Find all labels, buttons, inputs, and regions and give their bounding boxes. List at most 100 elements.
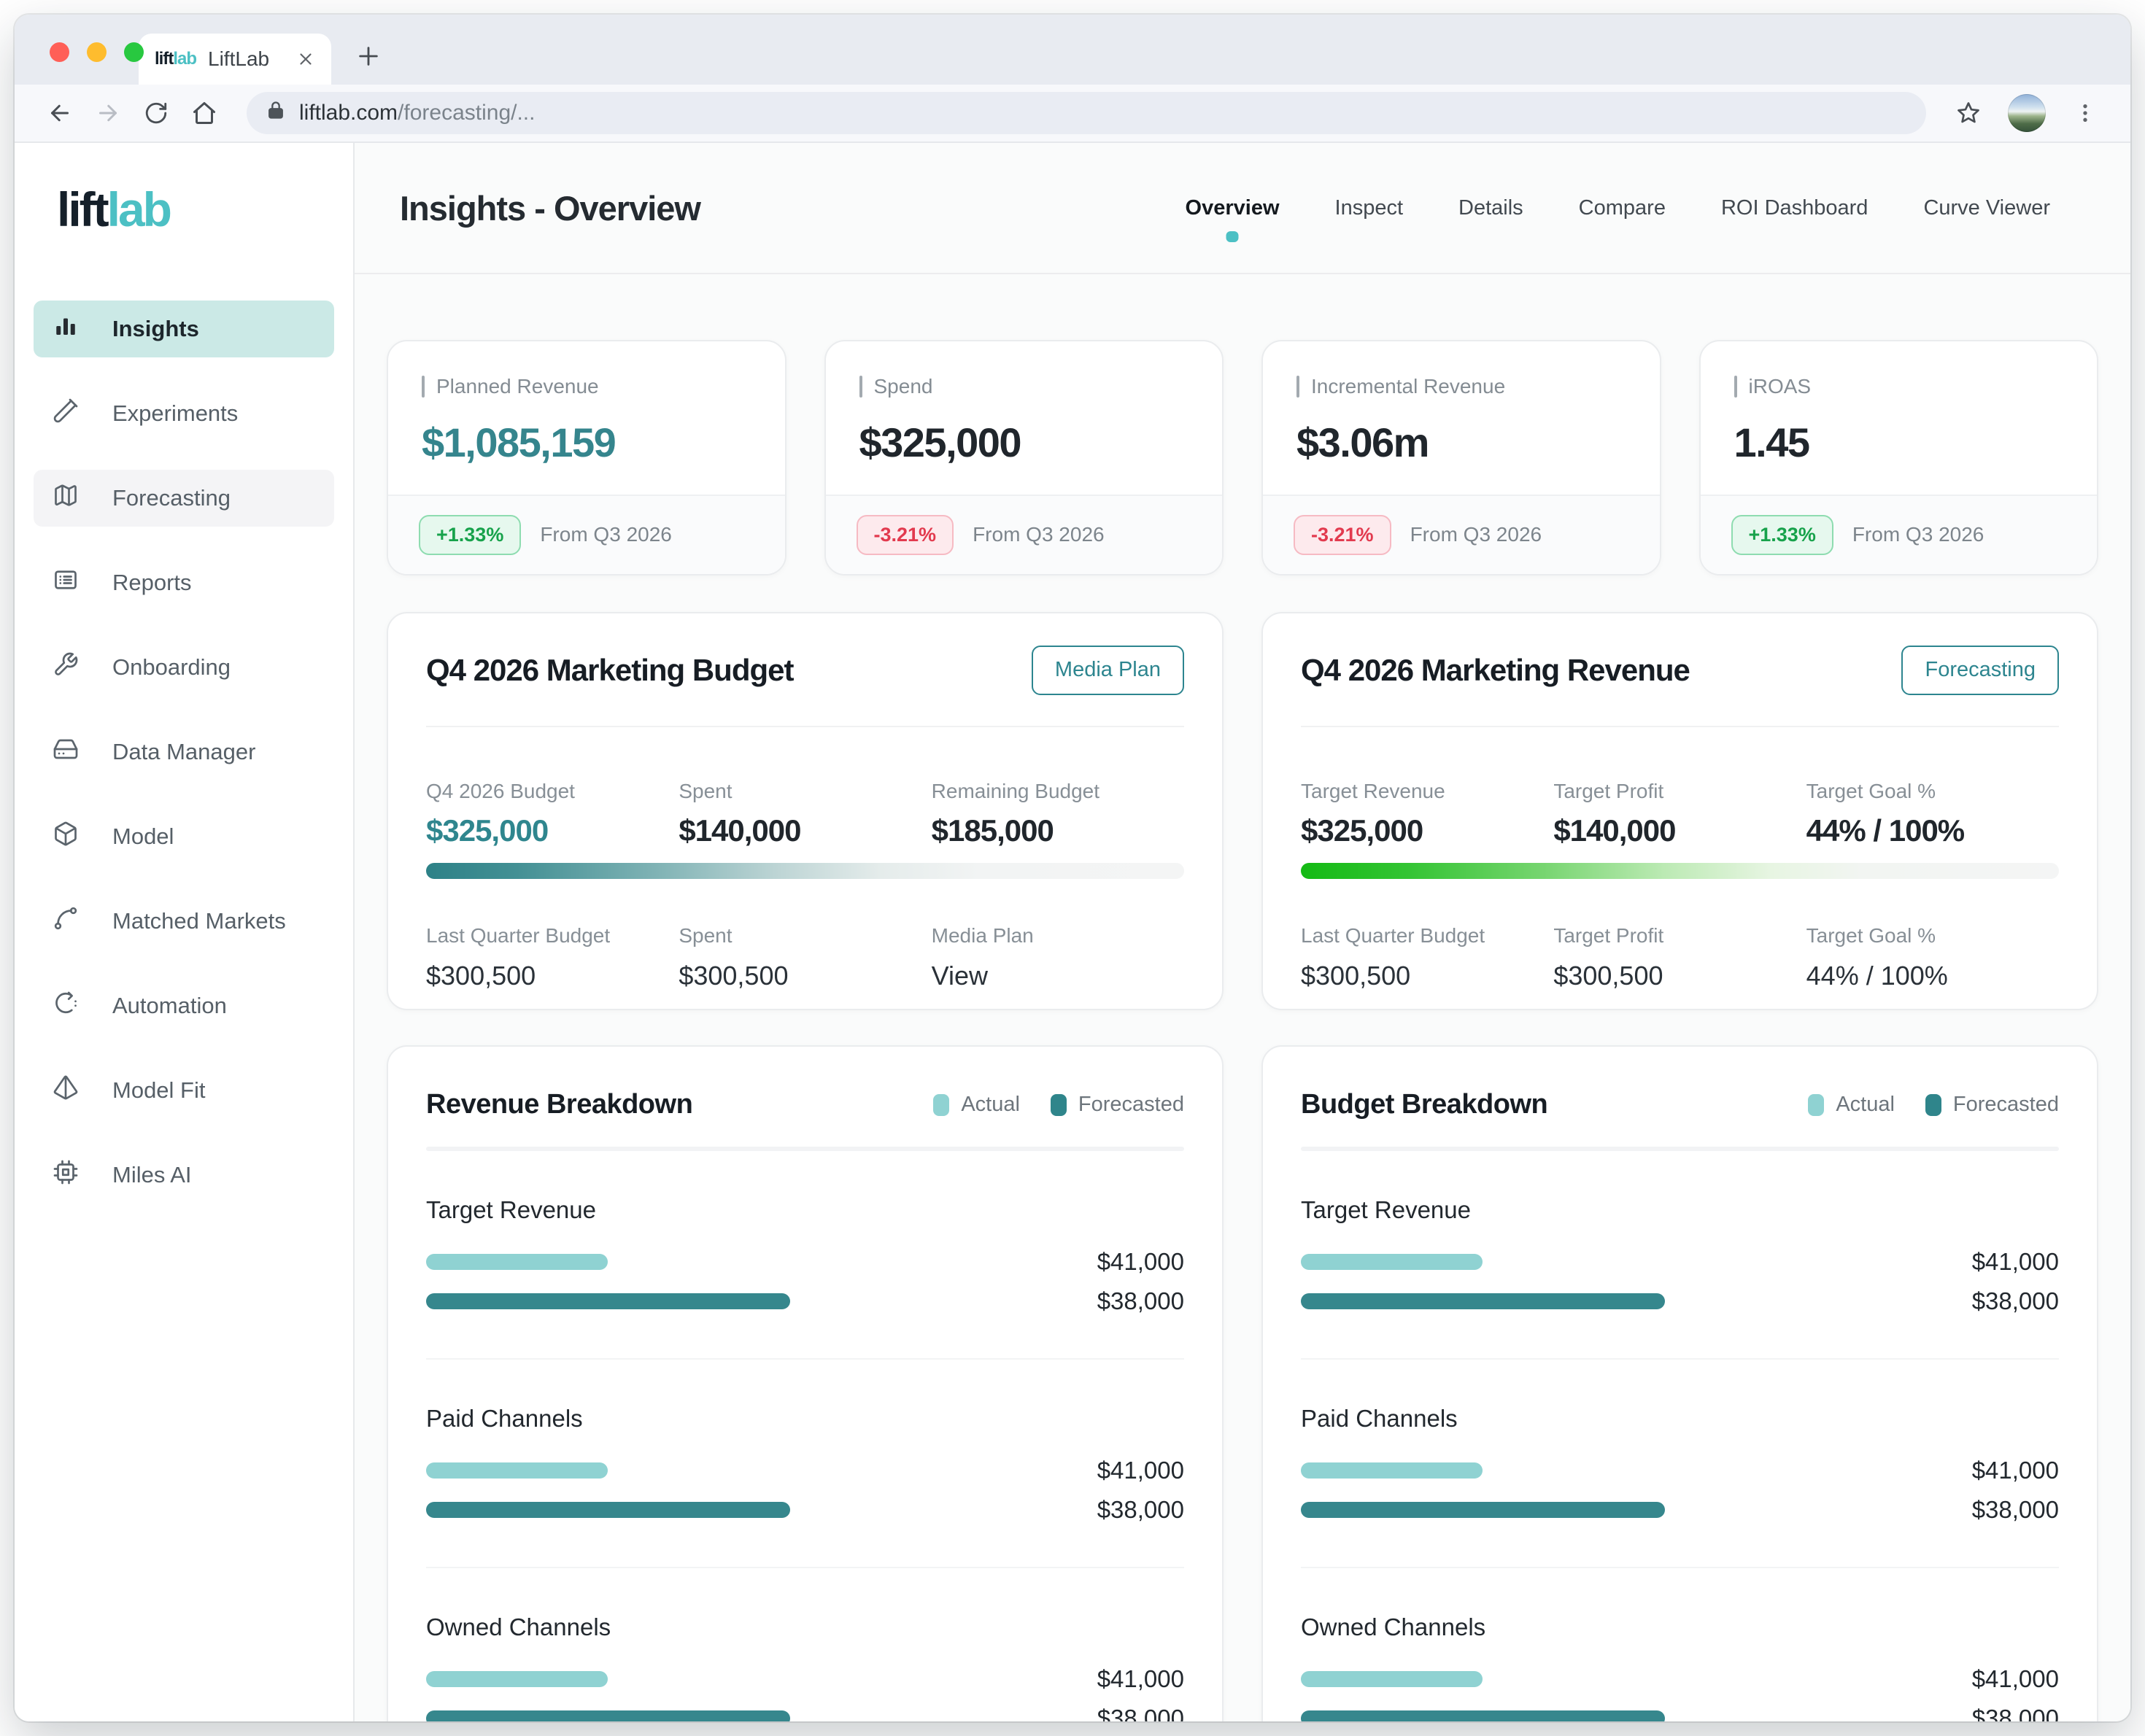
stat-target-profit: Target Profit $140,000 bbox=[1553, 779, 1676, 848]
sidebar-item-forecasting[interactable]: Forecasting bbox=[34, 470, 334, 527]
tab-close-icon[interactable] bbox=[296, 50, 315, 69]
legend-actual: Actual bbox=[933, 1093, 1020, 1117]
box-icon bbox=[53, 821, 79, 853]
tab-inspect[interactable]: Inspect bbox=[1334, 195, 1404, 220]
forecasted-bar bbox=[1301, 1502, 1665, 1519]
divider bbox=[1301, 1358, 2059, 1360]
divider bbox=[426, 1567, 1184, 1569]
page-title: Insights - Overview bbox=[400, 188, 701, 228]
forward-button[interactable] bbox=[88, 93, 128, 133]
sidebar-item-label: Automation bbox=[112, 993, 227, 1018]
card-title: Revenue Breakdown bbox=[426, 1088, 693, 1120]
app-shell: liftlab Insights Experiments bbox=[15, 143, 2130, 1721]
sidebar-item-data-manager[interactable]: Data Manager bbox=[34, 724, 334, 780]
sidebar-item-model-fit[interactable]: Model Fit bbox=[34, 1062, 334, 1119]
legend-forecasted: Forecasted bbox=[1925, 1093, 2059, 1117]
forecasting-button[interactable]: Forecasting bbox=[1901, 645, 2059, 695]
actual-bar bbox=[1301, 1462, 1483, 1479]
refresh-button[interactable] bbox=[136, 93, 177, 133]
tab-compare[interactable]: Compare bbox=[1578, 195, 1666, 220]
delta-badge: -3.21% bbox=[856, 514, 954, 555]
kpi-label: Spend bbox=[859, 375, 1189, 398]
sidebar-item-label: Insights bbox=[112, 316, 199, 341]
tab-curve-viewer[interactable]: Curve Viewer bbox=[1923, 195, 2050, 220]
liftlab-logo: liftlab bbox=[57, 182, 172, 236]
url-bar[interactable]: liftlab.com/forecasting/... bbox=[247, 92, 1926, 134]
forecasted-bar bbox=[426, 1293, 790, 1310]
actual-bar bbox=[426, 1671, 608, 1688]
wrench-icon bbox=[53, 651, 79, 683]
summary-row: Q4 2026 Marketing Budget Media Plan Q4 2… bbox=[387, 611, 2098, 1010]
stat-last-target-goal: Target Goal % 44% / 100% bbox=[1806, 924, 1948, 991]
browser-menu-icon[interactable] bbox=[2065, 93, 2106, 133]
legend-actual: Actual bbox=[1808, 1093, 1895, 1117]
tab-details[interactable]: Details bbox=[1458, 195, 1523, 220]
stat-last-target-profit: Target Profit $300,500 bbox=[1553, 924, 1664, 991]
forecasted-bar bbox=[1301, 1710, 1665, 1721]
media-plan-button[interactable]: Media Plan bbox=[1031, 645, 1184, 695]
bookmark-star-icon[interactable] bbox=[1948, 93, 1989, 133]
cpu-chip-icon bbox=[53, 1159, 79, 1191]
tab-overview[interactable]: Overview bbox=[1186, 196, 1280, 242]
back-button[interactable] bbox=[39, 93, 80, 133]
minimize-window-button[interactable] bbox=[87, 42, 107, 62]
section-owned-channels: Owned Channels $41,000 $38,000 bbox=[1301, 1613, 2059, 1721]
budget-breakdown-card: Budget Breakdown Actual Forecasted Targe… bbox=[1261, 1045, 2098, 1721]
stat-target-revenue: Target Revenue $325,000 bbox=[1301, 779, 1445, 848]
stat-q4-budget: Q4 2026 Budget $325,000 bbox=[426, 779, 575, 848]
browser-tab[interactable]: liftlab LiftLab bbox=[139, 34, 331, 85]
hard-drive-icon bbox=[53, 736, 79, 768]
new-tab-button[interactable] bbox=[347, 36, 390, 79]
sidebar-item-label: Miles AI bbox=[112, 1162, 192, 1187]
kpi-label: Planned Revenue bbox=[422, 375, 751, 398]
forecasted-bar bbox=[426, 1502, 790, 1519]
section-target-revenue: Target Revenue $41,000 $38,000 bbox=[426, 1196, 1184, 1360]
browser-tab-strip: liftlab LiftLab bbox=[15, 15, 2130, 85]
sidebar-item-onboarding[interactable]: Onboarding bbox=[34, 639, 334, 696]
sidebar-item-matched-markets[interactable]: Matched Markets bbox=[34, 893, 334, 950]
stat-last-quarter-budget: Last Quarter Budget $300,500 bbox=[1301, 924, 1485, 991]
kpi-card-incremental-revenue: Incremental Revenue $3.06m -3.21% From Q… bbox=[1261, 340, 1661, 576]
sidebar-item-miles-ai[interactable]: Miles AI bbox=[34, 1147, 334, 1204]
view-link[interactable]: View bbox=[931, 961, 989, 991]
kpi-label: iROAS bbox=[1734, 375, 2064, 398]
zoom-window-button[interactable] bbox=[124, 42, 144, 62]
card-title: Q4 2026 Marketing Budget bbox=[426, 652, 794, 687]
section-target-revenue: Target Revenue $41,000 $38,000 bbox=[1301, 1196, 2059, 1360]
stat-last-quarter-spent: Spent $300,500 bbox=[679, 924, 789, 991]
sidebar-item-label: Forecasting bbox=[112, 485, 231, 511]
sidebar-item-model[interactable]: Model bbox=[34, 808, 334, 865]
profile-avatar[interactable] bbox=[2008, 94, 2046, 132]
browser-window: liftlab LiftLab liftl bbox=[15, 15, 2130, 1721]
stat-remaining-budget: Remaining Budget $185,000 bbox=[931, 779, 1100, 848]
stat-media-plan: Media Plan View bbox=[932, 924, 1184, 991]
active-tab-indicator bbox=[1226, 230, 1239, 242]
sidebar-item-experiments[interactable]: Experiments bbox=[34, 385, 334, 442]
browser-toolbar: liftlab.com/forecasting/... bbox=[15, 85, 2130, 143]
main-scroll-area[interactable]: Insights - Overview Overview Inspect Det… bbox=[355, 143, 2130, 1721]
label-tick bbox=[859, 376, 862, 398]
divider bbox=[1301, 725, 2059, 727]
budget-progress-bar bbox=[426, 863, 1184, 880]
label-tick bbox=[422, 376, 425, 398]
sidebar-item-automation[interactable]: Automation bbox=[34, 977, 334, 1034]
delta-badge: +1.33% bbox=[419, 514, 522, 555]
home-button[interactable] bbox=[184, 93, 225, 133]
report-list-icon bbox=[53, 567, 79, 599]
sidebar-item-insights[interactable]: Insights bbox=[34, 301, 334, 357]
tab-roi-dashboard[interactable]: ROI Dashboard bbox=[1720, 195, 1868, 220]
chart-legend: Actual Forecasted bbox=[1808, 1093, 2059, 1117]
close-window-button[interactable] bbox=[50, 42, 69, 62]
tab-title: LiftLab bbox=[208, 47, 270, 70]
url-text: liftlab.com/forecasting/... bbox=[299, 101, 536, 125]
kpi-row: Planned Revenue $1,085,159 +1.33% From Q… bbox=[387, 340, 2098, 576]
kpi-footer: -3.21% From Q3 2026 bbox=[825, 494, 1222, 574]
actual-bar bbox=[1301, 1254, 1483, 1271]
kpi-value: $3.06m bbox=[1296, 419, 1429, 466]
section-paid-channels: Paid Channels $41,000 $38,000 bbox=[1301, 1405, 2059, 1569]
sidebar-item-label: Model Fit bbox=[112, 1077, 206, 1103]
test-tube-icon bbox=[53, 398, 79, 430]
plus-icon bbox=[356, 44, 381, 72]
sidebar-item-reports[interactable]: Reports bbox=[34, 554, 334, 611]
rotate-dots-icon bbox=[53, 990, 79, 1022]
